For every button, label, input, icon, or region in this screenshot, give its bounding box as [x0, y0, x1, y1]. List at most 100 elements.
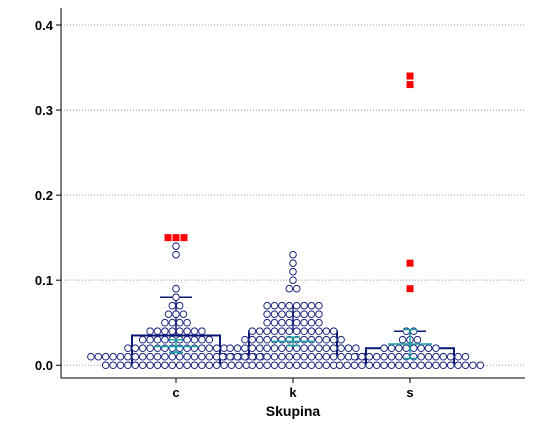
- outlier-point: [164, 234, 172, 242]
- data-point: [315, 361, 323, 370]
- data-point: [131, 352, 140, 361]
- data-point: [205, 352, 214, 361]
- data-point: [300, 352, 308, 361]
- data-point: [307, 352, 316, 361]
- data-point: [198, 352, 206, 361]
- data-point: [183, 327, 191, 336]
- data-point: [446, 352, 455, 361]
- data-point: [263, 344, 271, 353]
- x-tick-label: s: [406, 385, 413, 400]
- data-point: [417, 352, 425, 361]
- y-tick-label: 0.2: [35, 188, 53, 203]
- data-point: [131, 344, 140, 353]
- data-point: [322, 361, 331, 370]
- data-point: [278, 327, 286, 336]
- data-point: [255, 361, 264, 370]
- data-point: [417, 344, 425, 353]
- data-point: [285, 284, 294, 293]
- data-point: [387, 344, 396, 353]
- data-point: [124, 344, 132, 353]
- data-point: [289, 259, 297, 267]
- data-point: [398, 335, 407, 344]
- data-point: [289, 276, 297, 284]
- data-point: [292, 327, 301, 336]
- data-point: [153, 352, 162, 361]
- data-point: [255, 344, 264, 353]
- data-point: [168, 361, 177, 370]
- data-point: [285, 318, 294, 327]
- data-point: [101, 361, 110, 370]
- data-point: [424, 344, 433, 353]
- plot-area: [87, 72, 485, 370]
- data-point: [87, 352, 95, 361]
- data-point: [446, 361, 455, 370]
- data-point: [454, 361, 462, 370]
- data-point: [270, 361, 279, 370]
- data-point: [278, 344, 286, 353]
- data-point: [168, 327, 177, 336]
- data-point: [337, 352, 345, 361]
- data-point: [146, 352, 154, 361]
- data-point: [168, 318, 177, 327]
- data-point: [101, 352, 110, 361]
- data-point: [175, 301, 184, 310]
- data-point: [372, 361, 381, 370]
- data-point: [424, 361, 433, 370]
- data-point: [190, 327, 199, 336]
- outlier-point: [406, 259, 414, 267]
- data-point: [168, 352, 177, 361]
- data-point: [255, 335, 264, 344]
- data-point: [432, 361, 440, 370]
- data-point: [358, 361, 366, 370]
- data-point: [461, 352, 470, 361]
- data-point: [161, 327, 169, 336]
- data-point: [343, 361, 351, 370]
- box-group-k: [218, 250, 368, 370]
- data-point: [241, 335, 249, 344]
- data-point: [432, 352, 440, 361]
- outlier-point: [172, 234, 180, 242]
- data-point: [220, 361, 228, 370]
- data-point: [172, 242, 180, 250]
- axes: 0.0 0.1 0.2 0.3 0.4 c k s: [35, 8, 525, 400]
- data-point: [337, 335, 345, 344]
- data-point: [198, 327, 206, 336]
- data-point: [172, 310, 180, 319]
- data-point: [270, 344, 279, 353]
- data-point: [454, 352, 462, 361]
- data-point: [432, 344, 440, 353]
- data-point: [278, 352, 286, 361]
- data-point: [315, 352, 323, 361]
- data-point: [365, 352, 374, 361]
- data-point: [337, 344, 345, 353]
- data-point: [315, 310, 323, 319]
- data-point: [212, 361, 221, 370]
- data-point: [116, 361, 125, 370]
- data-point: [161, 361, 169, 370]
- data-point: [198, 361, 206, 370]
- data-point: [307, 344, 316, 353]
- data-point: [307, 318, 316, 327]
- data-point: [278, 301, 286, 310]
- data-point: [417, 361, 425, 370]
- data-point: [263, 327, 271, 336]
- data-point: [372, 352, 381, 361]
- data-point: [255, 327, 264, 336]
- data-point: [402, 344, 411, 353]
- data-point: [263, 310, 271, 319]
- data-point: [469, 361, 477, 370]
- data-point: [233, 352, 242, 361]
- data-point: [226, 344, 234, 353]
- x-tick-label: k: [289, 385, 297, 400]
- data-point: [248, 335, 257, 344]
- data-point: [116, 352, 125, 361]
- data-point: [226, 352, 234, 361]
- data-point: [292, 284, 301, 293]
- data-point: [190, 335, 199, 344]
- data-point: [424, 352, 433, 361]
- data-point: [285, 361, 294, 370]
- data-point: [315, 335, 323, 344]
- data-point: [292, 318, 301, 327]
- outlier-point: [406, 72, 414, 80]
- data-point: [94, 352, 103, 361]
